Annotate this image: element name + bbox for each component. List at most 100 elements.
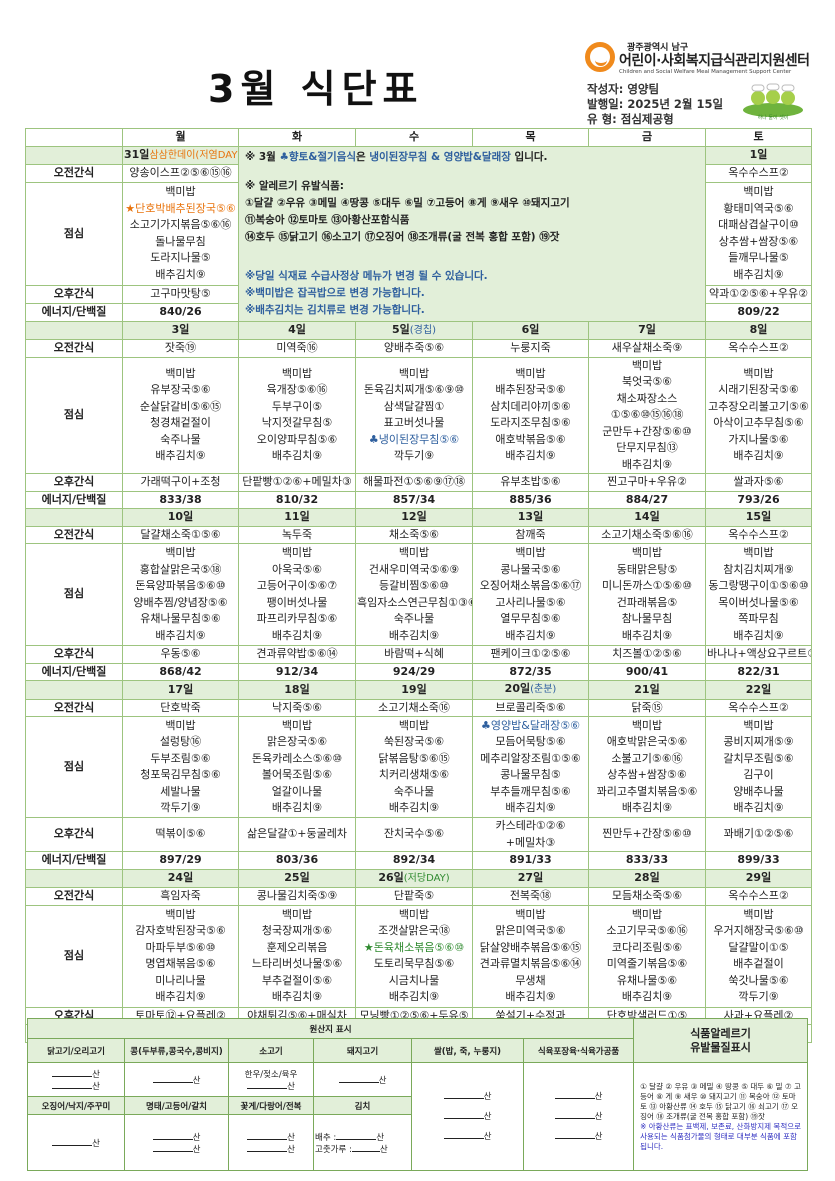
lunch-item: 애호박볶음⑤⑥ <box>495 432 566 446</box>
lunch-menu: 백미밥 배추된장국⑤⑥ 삼치데리야끼⑤⑥ 도라지조무침⑤⑥ 애호박볶음⑤⑥ 배추김치⑨ <box>472 356 589 474</box>
date-cell: 17일 <box>122 680 239 700</box>
smile-logo-icon <box>585 42 615 72</box>
lunch-item: 콩나물국⑤⑥ <box>500 562 561 576</box>
date-cell: 26일(저당DAY) <box>355 868 473 888</box>
lunch-item: 숙주나물 <box>393 784 435 798</box>
lunch-item: 삼색달걀찜① <box>383 399 445 413</box>
pm-snack-item: 팬케이크①②⑤⑥ <box>490 647 571 660</box>
lunch-item: ①⑤⑥⑩⑮⑯⑱ <box>610 408 684 421</box>
lunch-item: 양배추찜/양념장⑤⑥ <box>133 595 228 609</box>
origin-bean-field[interactable]: 산 <box>124 1062 229 1097</box>
am-snack: 옥수수스프② <box>705 698 812 717</box>
date-label-cell <box>25 145 123 166</box>
unit: 산 <box>483 1091 492 1102</box>
origin-header-kimchi: 김치 <box>313 1096 412 1115</box>
lunch-item: 백미밥 <box>165 718 196 732</box>
origin-pork-field[interactable]: 산 <box>313 1062 412 1097</box>
pm-snack-item: 떡볶이⑤⑥ <box>155 827 206 841</box>
am-snack: 옥수수스프② <box>705 339 812 358</box>
weekday-header: 금 <box>588 128 706 147</box>
unit: 산 <box>594 1111 603 1122</box>
lunch-item: 배추김치⑨ <box>733 628 784 642</box>
lunch-item: 도라지나물⑤ <box>150 251 211 265</box>
lunch-item: 열무무침⑤⑥ <box>500 612 561 625</box>
lunch-item: 돈육양파볶음⑤⑥⑩ <box>135 579 226 592</box>
lunch-item: 숙주나물 <box>160 432 201 446</box>
lunch-item: 꽈리고추멸치볶음⑤⑥ <box>596 784 698 798</box>
allergy-list: ① 달걀 ② 우유 ③ 메밀 ④ 땅콩 ⑤ 대두 ⑥ 밀 ⑦ 고등어 ⑧ 게 ⑨… <box>640 1081 801 1121</box>
row-label-energy: 에너지/단백질 <box>25 851 123 870</box>
lunch-menu: 백미밥 콩나물국⑤⑥ 오징어채소볶음⑤⑥⑰ 고사리나물⑤⑥ 열무무침⑤⑥ 배추김치⑨ <box>472 543 589 646</box>
origin-title: 원산지 표시 <box>26 1018 635 1039</box>
week-2-row-lunch: 점심 백미밥 유부장국⑤⑥ 순살닭갈비⑤⑥⑮ 청경채겉절이 숙주나물 배추김치⑨ 백미밥 육개장… <box>25 356 812 474</box>
lunch-item: 백미밥 <box>743 907 774 921</box>
week-5-row-dr: 24일 25일 26일(저당DAY) 27일 28일 29일 <box>25 868 812 888</box>
lunch-item: 배추된장국⑤⑥ <box>495 383 566 397</box>
pm-snack-item: 찐고구마+우유② <box>607 475 687 488</box>
lunch-item: 쑥된장국⑤⑥ <box>383 735 445 748</box>
week-3-row-lunch: 점심 백미밥 홍합살맑은국⑤⑱ 돈육양파볶음⑤⑥⑩ 양배추찜/양념장⑤⑥ 유채나물무침⑤⑥… <box>25 543 812 646</box>
pm-snack-item: 치즈볼①②⑤⑥ <box>612 647 682 660</box>
am-snack: 흑임자죽 <box>122 887 239 906</box>
week-1-row-dr: 31일삼삼한데이(저염DAY) ※ 3월 ♣향토&절기음식은 냉이된장무침 & 영… <box>25 145 812 322</box>
pm-snack: 쌀과자⑤⑥ <box>705 473 812 492</box>
lunch-item: 백미밥 <box>281 366 313 380</box>
row-label-pm: 오후간식 <box>25 645 123 664</box>
row-label-am: 오전간식 <box>25 698 123 717</box>
lunch-item: 채소짜장소스 <box>616 391 678 405</box>
energy-protein: 892/34 <box>355 851 473 870</box>
pm-snack: 고구마맛탕⑤ <box>122 285 239 304</box>
origin-beef-field[interactable]: 한우/젖소/육우 산 <box>228 1062 314 1097</box>
pm-snack: 바람떡+식혜 <box>355 645 473 664</box>
origin-header-pork: 돼지고기 <box>313 1038 412 1063</box>
date-label: 25일 <box>284 871 310 884</box>
lunch-item: 백미밥 <box>743 185 774 199</box>
origin-squid-field[interactable]: 산 <box>27 1114 125 1171</box>
lunch-item: 배추김치⑨ <box>155 990 206 1003</box>
week-3-row-pm: 오후간식 우동⑤⑥ 견과류약밥⑤⑥⑭ 바람떡+식혜 팬케이크①②⑤⑥ 치즈볼①②⑤⑥ 바나나… <box>25 645 812 664</box>
lunch-item: 배추겉절이 <box>733 957 784 970</box>
lunch-item: 배추김치⑨ <box>621 628 673 642</box>
row-label-energy: 에너지/단백질 <box>25 662 123 681</box>
lunch-item: 참나물무침 <box>621 612 673 625</box>
am-snack: 브로콜리죽⑤⑥ <box>472 698 589 717</box>
energy-protein: 872/35 <box>472 662 589 681</box>
lunch-item: 부추겉절이⑤⑥ <box>261 973 333 987</box>
lunch-item: 동태맑은탕⑤ <box>616 562 678 576</box>
row-label-lunch: 점심 <box>25 543 123 646</box>
lunch-item: 황태미역국⑤⑥ <box>723 201 794 215</box>
energy-protein: 891/33 <box>472 851 589 870</box>
pm-snack-item: 잔치국수⑤⑥ <box>383 827 445 841</box>
am-snack: 미역죽⑯ <box>238 339 356 358</box>
lunch-item: 배추김치⑨ <box>271 990 323 1003</box>
origin-kimchi-field[interactable]: 배추 : 산 고춧가루 :산 <box>313 1114 412 1171</box>
weekday-header: 수 <box>355 128 473 147</box>
lunch-item: 백미밥 <box>398 546 430 559</box>
date-label: 27일 <box>517 871 544 884</box>
lunch-menu: 백미밥 참치김치찌개⑨ 동그랑땡구이①⑤⑥⑩ 목이버섯나물⑤⑥ 쪽파무침 배추김치⑨ <box>705 543 812 646</box>
row-label-lunch: 점심 <box>25 356 123 474</box>
lunch-menu: 백미밥 청국장찌개⑤⑥ 훈제오리볶음 느타리버섯나물⑤⑥ 부추겉절이⑤⑥ 배추김치⑨ <box>238 904 356 1008</box>
lunch-item: 깍두기⑨ <box>160 801 201 814</box>
week-3-row-en: 에너지/단백질 868/42 912/34 924/29 872/35 900/41 822… <box>25 662 812 681</box>
lunch-item: 콩나물무침⑤ <box>500 768 561 781</box>
lunch-item: 고등어구이⑤⑥⑦ <box>256 579 338 592</box>
pm-snack: 팬케이크①②⑤⑥ <box>472 645 589 664</box>
pm-snack-item: 가래떡구이+조청 <box>140 475 221 488</box>
week-1-row-en: 에너지/단백질 840/26 809/22 <box>25 302 812 322</box>
energy-protein: 810/32 <box>238 490 356 509</box>
pm-snack: 단팥빵①②⑥+메밀차③ <box>238 473 356 492</box>
lunch-item: 가지나물⑤⑥ <box>728 432 789 446</box>
origin-table: 원산지 표시 식품알레르기 유발물질표시 닭고기/오리고기 콩(두부류,콩국수,콩… <box>26 1018 809 1171</box>
local-food-items: 냉이된장무침 & 영양밥&달래장 <box>369 150 511 163</box>
lunch-item: 백미밥 <box>165 366 196 380</box>
row-label-lunch: 점심 <box>25 181 123 287</box>
date-cell: 6일 <box>472 320 589 340</box>
row-label-am: 오전간식 <box>25 164 123 183</box>
date-cell: 12일 <box>355 508 473 527</box>
